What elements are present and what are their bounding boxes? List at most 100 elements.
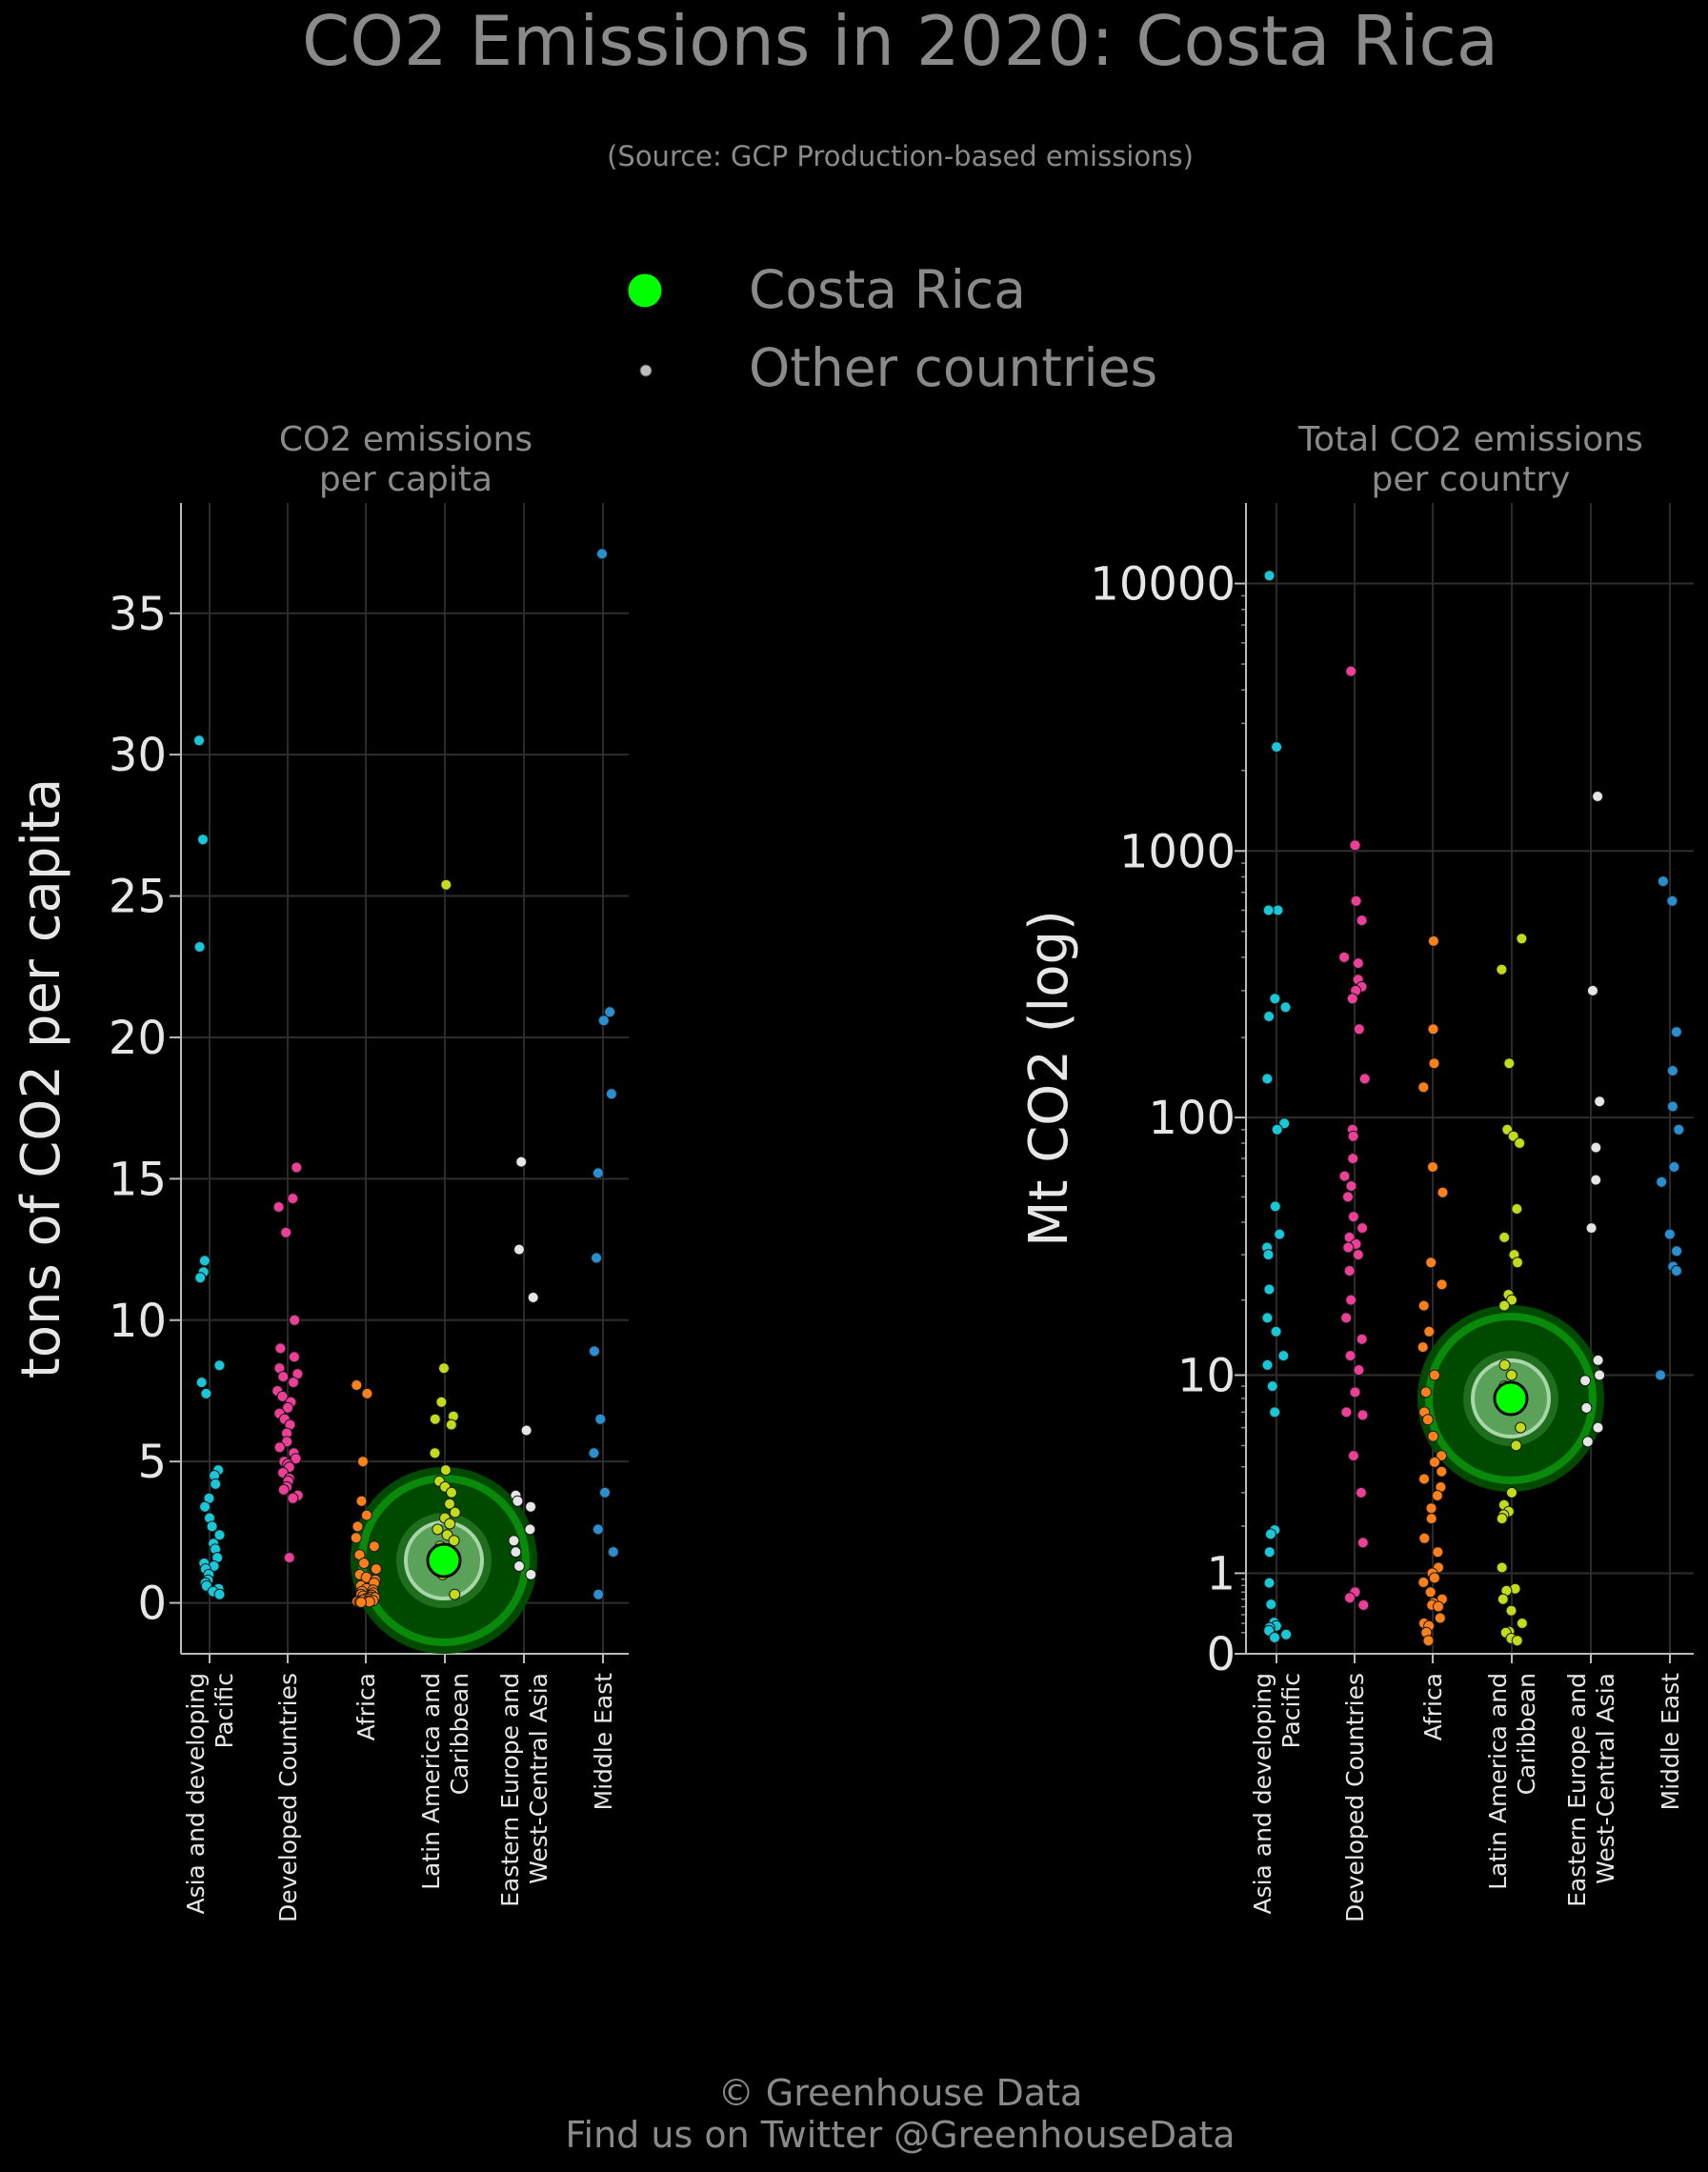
data-point [1345, 1294, 1357, 1306]
data-point [199, 1500, 211, 1513]
data-point [1429, 1369, 1440, 1381]
x-category-label: Asia and developing [1249, 1673, 1276, 1915]
legend-highlight-label: Costa Rica [749, 259, 1026, 320]
data-point [1429, 1456, 1440, 1468]
data-point [290, 1453, 302, 1465]
data-point [1352, 957, 1364, 970]
data-point [1269, 993, 1281, 1005]
data-point [1264, 1528, 1276, 1540]
data-point [1263, 1283, 1276, 1296]
data-point [1278, 1117, 1291, 1130]
data-point [1263, 570, 1276, 582]
y-tick-label: 15 [109, 1153, 167, 1206]
data-point [1580, 1401, 1593, 1414]
y-axis-label: Mt CO2 (log) [1018, 910, 1080, 1247]
x-category-label: Latin America and [417, 1673, 445, 1890]
data-point [1516, 1618, 1528, 1629]
data-point [1510, 1439, 1522, 1452]
x-category-label: Caribbean [446, 1673, 473, 1795]
data-point [1432, 1546, 1444, 1559]
data-point [1427, 1161, 1438, 1173]
y-tick-label: 35 [109, 588, 167, 641]
data-point [1506, 1486, 1517, 1498]
y-tick-label: 1000 [1119, 825, 1236, 878]
data-point [525, 1568, 537, 1580]
data-point [1673, 1123, 1685, 1136]
data-point [1417, 1299, 1430, 1312]
data-point [198, 1255, 211, 1267]
data-point [272, 1201, 285, 1213]
data-point [1347, 1153, 1359, 1165]
y-tick-label: 0 [1206, 1628, 1236, 1681]
y-tick-label: 100 [1148, 1092, 1236, 1145]
data-point [277, 1371, 290, 1383]
data-point [1347, 1211, 1359, 1223]
data-point [508, 1535, 520, 1547]
panel-title-line: CO2 emissions [279, 420, 532, 459]
data-point [591, 1252, 603, 1264]
data-point [1347, 1130, 1359, 1142]
data-point [1270, 1325, 1282, 1337]
panel-title-line: per country [1372, 460, 1571, 499]
data-point [1353, 1023, 1365, 1036]
panel-title-line: per capita [319, 460, 492, 499]
data-point [1498, 1231, 1511, 1243]
data-point [1670, 1026, 1682, 1038]
data-point [1668, 1161, 1680, 1173]
legend: Costa Rica Other countries [628, 259, 1157, 398]
data-point [1265, 1599, 1277, 1611]
data-point [444, 1518, 456, 1530]
x-category-label: Developed Countries [274, 1673, 302, 1922]
data-point [1496, 1513, 1508, 1525]
series-africa [1417, 935, 1449, 1647]
panel-title-line: Total CO2 emissions [1297, 420, 1643, 459]
data-point [1418, 1532, 1431, 1544]
data-point [512, 1495, 524, 1507]
data-point [194, 1272, 207, 1284]
y-tick-label: 10 [109, 1295, 167, 1348]
data-point [1512, 1257, 1523, 1269]
data-point [592, 1523, 604, 1536]
data-point [1356, 1409, 1369, 1421]
data-point [515, 1156, 528, 1168]
data-point [1671, 1265, 1682, 1277]
data-point [1516, 933, 1528, 945]
series-developed-countries [271, 1161, 304, 1564]
data-point [1261, 1358, 1274, 1371]
data-point [444, 1498, 455, 1510]
data-point [513, 1560, 525, 1572]
data-point [1261, 1312, 1274, 1324]
highlight-point-costa-rica [426, 1542, 462, 1579]
data-point [287, 1492, 299, 1504]
data-point [1427, 1023, 1439, 1036]
data-point [1515, 1421, 1527, 1434]
data-point [210, 1478, 222, 1490]
data-point [289, 1314, 301, 1326]
data-point [1428, 1572, 1440, 1584]
chart-subtitle: (Source: GCP Production-based emissions) [607, 140, 1194, 172]
x-category-label: West-Central Asia [525, 1673, 553, 1884]
data-point [358, 1558, 371, 1569]
data-point [287, 1193, 299, 1205]
data-point [213, 1529, 226, 1541]
data-point [1424, 1586, 1437, 1599]
data-point [1427, 935, 1439, 947]
chart-title: CO2 Emissions in 2020: Costa Rica [302, 1, 1498, 81]
data-point [1657, 875, 1669, 888]
data-point [1417, 1341, 1429, 1354]
data-point [195, 1377, 208, 1389]
data-point [1433, 1600, 1444, 1613]
x-category-label: Eastern Europe and [496, 1673, 524, 1907]
data-point [1514, 1137, 1526, 1149]
data-point [1436, 1278, 1448, 1291]
data-point [1434, 1612, 1446, 1624]
data-point [1347, 1450, 1359, 1462]
x-category-label: Caribbean [1513, 1673, 1540, 1795]
series-latin-america-and-caribbean [1496, 933, 1528, 1647]
data-point [1277, 1350, 1290, 1362]
data-point [1271, 1123, 1283, 1136]
y-tick-label: 5 [137, 1436, 167, 1489]
data-point [1592, 1421, 1604, 1434]
